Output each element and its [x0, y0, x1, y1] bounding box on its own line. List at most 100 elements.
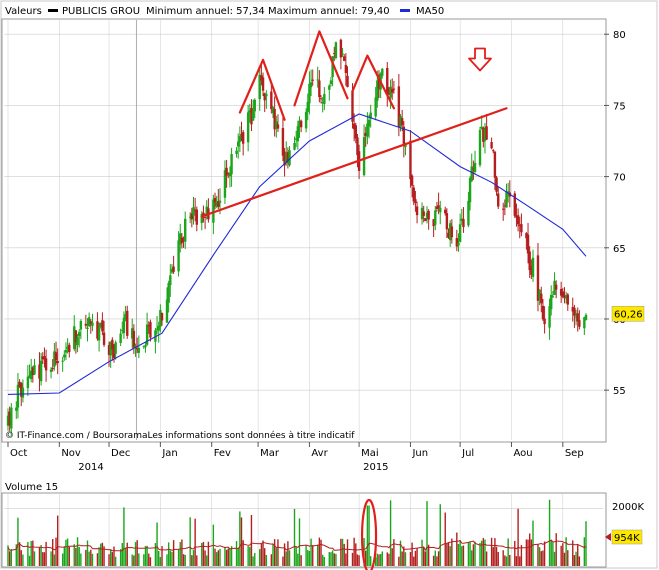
candle-body: [460, 218, 463, 221]
year-label: 2014: [78, 462, 103, 473]
candle-body: [29, 370, 33, 380]
candle-body: [38, 364, 41, 379]
volume-bars: [7, 499, 587, 566]
candle-body: [44, 358, 48, 371]
candle-body: [281, 128, 285, 156]
candle-body: [28, 375, 31, 379]
candle-body: [551, 296, 555, 298]
candle-body: [167, 282, 170, 303]
candle-body: [73, 326, 76, 349]
candle-body: [478, 129, 482, 166]
candle-body: [467, 200, 470, 226]
candle-body: [323, 93, 326, 105]
candle-body: [149, 322, 152, 338]
candle-body: [237, 141, 240, 147]
last-price-label: 60,26: [614, 309, 643, 320]
candle-body: [554, 284, 558, 290]
candle-body: [253, 99, 256, 112]
candle-body: [101, 320, 104, 332]
candle-body: [74, 330, 78, 343]
candle-body: [513, 193, 516, 216]
candle-body: [343, 56, 346, 61]
ma50-line: [7, 113, 587, 395]
candle-body: [480, 126, 483, 129]
candle-body: [126, 310, 129, 336]
candle-body: [43, 356, 46, 360]
candle-body: [225, 167, 228, 176]
candle-body: [20, 383, 23, 397]
candle-body: [437, 205, 440, 208]
candle-body: [61, 360, 64, 362]
candle-body: [571, 307, 574, 312]
candle-body: [445, 213, 449, 230]
candle-body: [548, 306, 551, 328]
candle-body: [561, 291, 565, 297]
candle-body: [294, 138, 298, 140]
candle-body: [402, 126, 406, 146]
price-panel: [1, 18, 607, 443]
candle-body: [566, 294, 569, 305]
candle-body: [64, 349, 68, 353]
candle-body: [576, 313, 579, 322]
candle-body: [283, 151, 286, 166]
candle-body: [97, 327, 101, 341]
candle-body: [76, 336, 79, 346]
candle-body: [457, 242, 460, 246]
x-tick-label: Jan: [161, 448, 177, 459]
candle-body: [66, 346, 69, 349]
candle-body: [114, 342, 117, 354]
candle-body: [6, 415, 10, 426]
candle-body: [298, 120, 301, 127]
down-arrow-icon: [468, 47, 492, 72]
candle-body: [182, 239, 185, 241]
candle-body: [39, 360, 43, 382]
candle-body: [195, 209, 199, 225]
candle-body: [109, 342, 112, 356]
candle-body: [339, 39, 343, 58]
candle-body: [119, 333, 122, 343]
candle-body: [564, 295, 568, 299]
candle-body: [299, 120, 303, 128]
candle-body: [450, 226, 454, 238]
candle-body: [397, 86, 401, 128]
candle-body: [89, 321, 93, 324]
candle-body: [458, 224, 462, 242]
candle-body: [99, 322, 102, 328]
candle-body: [309, 82, 313, 88]
legend-ma-name: MA50: [416, 6, 444, 17]
x-tick-label: Oct: [10, 448, 27, 459]
candle-body: [377, 78, 381, 89]
candle-body: [79, 320, 83, 330]
candle-body: [422, 211, 425, 216]
candle-body: [179, 233, 182, 245]
candle-body: [386, 67, 389, 95]
candle-body: [228, 173, 232, 177]
candle-body: [321, 102, 324, 104]
candle-body: [170, 268, 174, 273]
candle-body: [346, 75, 349, 88]
candle-body: [367, 119, 371, 127]
candle-body: [374, 97, 377, 117]
candle-body: [316, 79, 319, 81]
candle-body: [400, 118, 404, 126]
candle-body: [351, 90, 354, 122]
candle-body: [275, 121, 278, 129]
candle-body: [202, 212, 205, 217]
candle-body: [505, 191, 508, 208]
candle-body: [260, 75, 263, 81]
candle-body: [26, 376, 30, 389]
candle-body: [448, 223, 452, 241]
volume-last-label: 954K: [614, 533, 640, 544]
last-price-box: [611, 306, 645, 322]
candle-body: [381, 68, 384, 76]
candle-body: [180, 237, 184, 243]
candle-body: [261, 77, 265, 91]
volume-last-box: [611, 529, 643, 545]
candle-body: [258, 74, 261, 100]
ma50-swatch: [400, 9, 410, 12]
candle-body: [468, 178, 472, 203]
volume-panel: [1, 492, 607, 568]
candle-body: [212, 199, 215, 223]
volume-moving-average: [7, 539, 587, 552]
candle-body: [102, 332, 106, 345]
